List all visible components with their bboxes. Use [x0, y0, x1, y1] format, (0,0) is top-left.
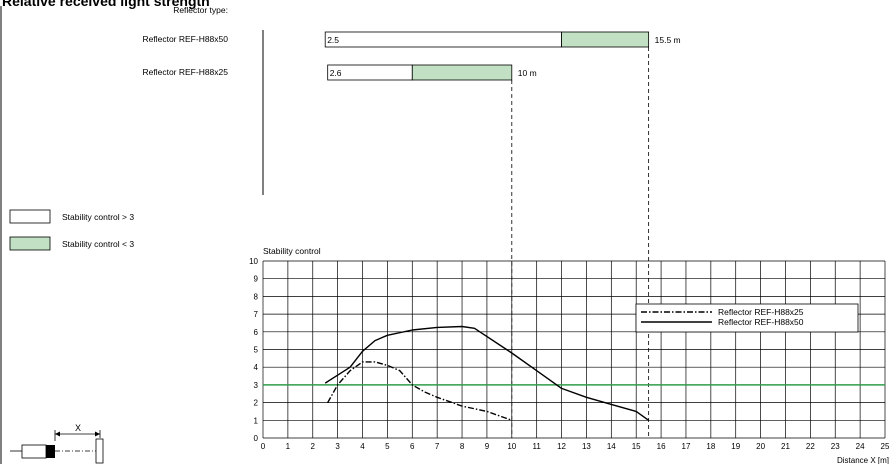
x-tick-label: 4 [360, 442, 365, 451]
y-tick-label: 10 [249, 257, 258, 266]
x-tick-label: 8 [460, 442, 465, 451]
sensor-lens [46, 445, 55, 458]
x-tick-label: 11 [533, 442, 542, 451]
plot-grid: 0 1 2 3 4 5 6 7 8 9 10 11 12 13 14 15 16 17 18 19 20 21 22 23 24… [249, 257, 890, 451]
series-legend-label: Reflector REF-H88x50 [718, 317, 804, 327]
x-tick-label: 18 [706, 442, 715, 451]
x-tick-label: 22 [806, 442, 815, 451]
range-min-label: 2.6 [330, 68, 342, 78]
y-tick-label: 9 [254, 275, 259, 284]
y-axis-label: Stability control [263, 246, 321, 256]
x-tick-label: 17 [682, 442, 691, 451]
x-tick-label: 16 [657, 442, 666, 451]
reflector-range-row: Reflector REF-H88x50 2.5 15.5 m [142, 31, 681, 438]
y-tick-label: 4 [254, 363, 259, 372]
sensor-body [21, 444, 47, 459]
x-tick-label: 6 [410, 442, 415, 451]
reflector-type-label: Reflector type: [173, 5, 228, 15]
y-tick-label: 8 [254, 292, 259, 301]
range-max-label: 10 m [518, 68, 537, 78]
y-tick-label: 2 [254, 399, 259, 408]
y-tick-label: 6 [254, 328, 259, 337]
sensor-reflector-diagram: X [10, 423, 104, 464]
stability-legend-swatch [9, 209, 51, 224]
reflector-plate [95, 438, 104, 464]
x-tick-label: 21 [781, 442, 790, 451]
x-tick-label: 1 [286, 442, 291, 451]
dimension-arrow-left [55, 431, 60, 437]
x-tick-label: 9 [485, 442, 490, 451]
y-tick-label: 0 [254, 434, 259, 443]
series-legend-label: Reflector REF-H88x25 [718, 307, 804, 317]
reflector-range-row: Reflector REF-H88x25 2.6 10 m [142, 64, 537, 438]
x-tick-label: 12 [557, 442, 566, 451]
x-tick-label: 3 [335, 442, 340, 451]
reflector-name: Reflector REF-H88x25 [142, 67, 228, 77]
x-axis-label: Distance X [m] [837, 456, 889, 464]
y-tick-label: 1 [254, 416, 259, 425]
x-tick-label: 23 [831, 442, 840, 451]
x-tick-label: 25 [881, 442, 890, 451]
y-tick-label: 5 [254, 346, 259, 355]
page-title: Relative received light strength [2, 0, 210, 9]
x-tick-label: 7 [435, 442, 440, 451]
range-bar-stable-segment [324, 31, 562, 48]
stability-legend-item: Stability control > 3 [9, 209, 134, 224]
range-min-label: 2.5 [327, 35, 339, 45]
y-tick-label: 7 [254, 310, 259, 319]
reflector-name: Reflector REF-H88x50 [142, 34, 228, 44]
stability-legend-label: Stability control < 3 [62, 239, 134, 249]
range-max-label: 15.5 m [655, 35, 681, 45]
range-bar-unstable-segment [561, 31, 650, 48]
x-tick-label: 10 [507, 442, 516, 451]
stability-legend-item: Stability control < 3 [9, 236, 134, 251]
distance-x-label: X [75, 423, 81, 433]
dimension-arrow-right [95, 431, 100, 437]
x-tick-label: 5 [385, 442, 390, 451]
x-tick-label: 19 [731, 442, 740, 451]
x-tick-label: 13 [582, 442, 591, 451]
series-legend-box [635, 303, 859, 333]
stability-legend-swatch [9, 236, 51, 251]
x-tick-label: 2 [311, 442, 316, 451]
x-tick-label: 15 [632, 442, 641, 451]
range-bar-unstable-segment [411, 64, 513, 81]
series-line-ref-h88x25 [327, 361, 513, 421]
x-tick-label: 14 [607, 442, 616, 451]
x-tick-label: 24 [856, 442, 865, 451]
series-line-ref-h88x50 [324, 325, 650, 421]
x-tick-label: 0 [261, 442, 266, 451]
x-tick-label: 20 [756, 442, 765, 451]
stability-legend-label: Stability control > 3 [62, 212, 134, 222]
y-tick-label: 3 [254, 381, 259, 390]
